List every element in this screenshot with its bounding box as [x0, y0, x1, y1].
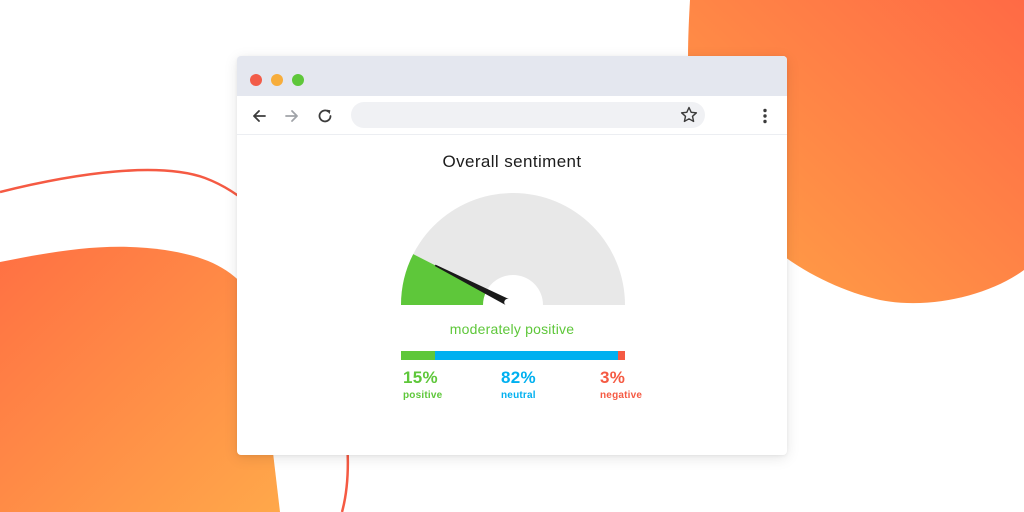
zoom-window-button[interactable]: [292, 74, 304, 86]
stat-neutral-label: neutral: [501, 390, 536, 401]
window-titlebar: [237, 56, 787, 96]
page-title: Overall sentiment: [442, 152, 582, 171]
address-bar[interactable]: [351, 102, 705, 128]
bar-segment-neutral: [434, 351, 619, 360]
sentiment-verdict: moderately positive: [449, 321, 575, 337]
star-icon[interactable]: [679, 105, 699, 125]
gauge-positive-fill: [401, 254, 487, 305]
stat-negative: 3% negative: [600, 368, 642, 401]
sentiment-gauge: [401, 193, 625, 305]
more-vert-icon[interactable]: [754, 105, 776, 127]
bar-segment-negative: [618, 351, 625, 360]
stat-positive: 15% positive: [403, 368, 442, 401]
back-arrow-icon[interactable]: [248, 105, 270, 127]
page-content: Overall sentiment moderately positive 15…: [237, 135, 787, 455]
stat-negative-label: negative: [600, 390, 643, 401]
stat-positive-percent: 15%: [403, 368, 438, 387]
forward-arrow-icon[interactable]: [281, 105, 303, 127]
bar-segment-positive: [401, 351, 435, 360]
stat-neutral: 82% neutral: [501, 368, 536, 401]
browser-toolbar: [237, 96, 787, 135]
orange-blob-bottom-left: [0, 246, 280, 512]
gauge-needle: [434, 264, 510, 305]
stat-positive-label: positive: [403, 390, 443, 401]
sentiment-breakdown-bar: [401, 351, 625, 360]
close-window-button[interactable]: [250, 74, 262, 86]
reload-icon[interactable]: [314, 105, 336, 127]
minimize-window-button[interactable]: [271, 74, 283, 86]
browser-window: Overall sentiment moderately positive 15…: [237, 56, 787, 455]
stat-negative-percent: 3%: [600, 368, 626, 387]
stat-neutral-percent: 82%: [501, 368, 536, 387]
